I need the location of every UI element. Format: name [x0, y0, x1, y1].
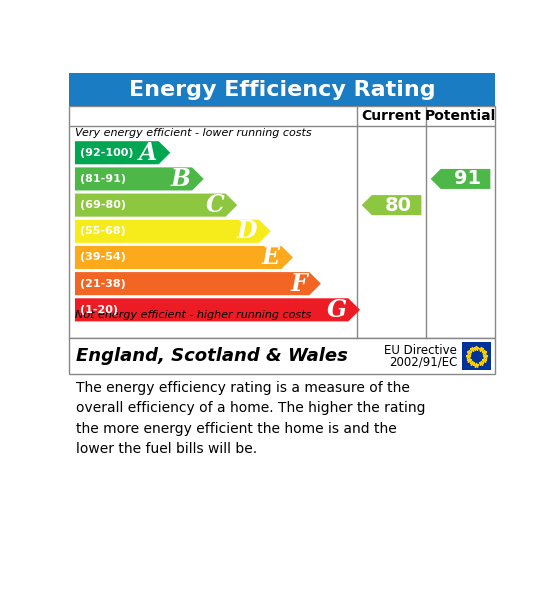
- Polygon shape: [75, 272, 321, 295]
- Text: 80: 80: [384, 196, 411, 215]
- Text: (81-91): (81-91): [80, 174, 125, 184]
- Text: A: A: [139, 141, 157, 165]
- Text: B: B: [170, 167, 191, 191]
- Bar: [69, 73, 495, 106]
- Text: (92-100): (92-100): [80, 147, 133, 158]
- Polygon shape: [362, 195, 421, 215]
- Text: (39-54): (39-54): [80, 253, 125, 263]
- Polygon shape: [75, 298, 360, 321]
- Text: 2002/91/EC: 2002/91/EC: [389, 356, 457, 369]
- Text: C: C: [205, 193, 224, 217]
- Text: Very energy efficient - lower running costs: Very energy efficient - lower running co…: [75, 128, 311, 138]
- Text: F: F: [291, 272, 308, 296]
- Text: (21-38): (21-38): [80, 278, 125, 289]
- Text: Energy Efficiency Rating: Energy Efficiency Rating: [129, 80, 435, 100]
- Polygon shape: [431, 169, 491, 189]
- Polygon shape: [75, 220, 271, 243]
- Polygon shape: [75, 167, 204, 190]
- Text: England, Scotland & Wales: England, Scotland & Wales: [76, 347, 348, 365]
- Text: G: G: [327, 298, 347, 322]
- Text: (69-80): (69-80): [80, 200, 125, 210]
- Text: The energy efficiency rating is a measure of the
overall efficiency of a home. T: The energy efficiency rating is a measur…: [76, 381, 426, 455]
- Text: D: D: [237, 219, 257, 244]
- Polygon shape: [75, 193, 237, 217]
- Bar: [69, 338, 495, 374]
- Bar: [461, 342, 491, 370]
- Polygon shape: [75, 141, 170, 164]
- Bar: [69, 106, 495, 338]
- Text: Potential: Potential: [425, 109, 496, 123]
- Text: Current: Current: [361, 109, 421, 123]
- Polygon shape: [75, 246, 293, 269]
- Text: EU Directive: EU Directive: [384, 344, 457, 357]
- Text: E: E: [262, 245, 280, 269]
- Text: 91: 91: [454, 170, 481, 188]
- Text: (1-20): (1-20): [80, 305, 118, 315]
- Text: (55-68): (55-68): [80, 226, 125, 236]
- Text: Not energy efficient - higher running costs: Not energy efficient - higher running co…: [75, 310, 311, 320]
